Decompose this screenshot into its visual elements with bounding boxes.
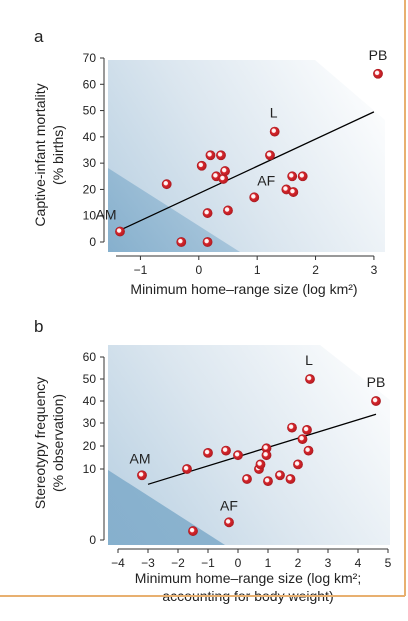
panel-b-shaded-triangle	[108, 470, 225, 545]
panel-b-axes: 0 10 20 30 40 50 60 −4 −3 −2 −1 0 1 2 3 4 5	[83, 350, 392, 570]
panel-b-data-point	[242, 474, 252, 484]
panel-a-x-tick-label: 3	[371, 263, 378, 277]
panel-a-data-point	[202, 237, 213, 247]
panel-b-data-point	[305, 374, 315, 384]
panel-a-data-point	[161, 179, 172, 190]
panel-a-data-point	[220, 166, 230, 176]
panel-b-y-tick-label: 30	[83, 416, 97, 430]
panel-b-x-tick-label: 0	[235, 556, 242, 570]
panel-a-shaded-triangle	[108, 168, 240, 252]
panel-a-x-tick-label: −1	[134, 263, 148, 277]
panel-b-x-tick-label: −3	[141, 556, 155, 570]
panel-a-y-tick-label: 30	[83, 156, 97, 170]
panel-a-y-tick-label: 50	[83, 104, 97, 118]
panel-b-x-tick-label: −2	[171, 556, 185, 570]
panel-b-x-tick-label: 2	[295, 556, 302, 570]
panel-a-regression-line	[119, 111, 375, 231]
panel-b-data-point	[233, 450, 243, 461]
panel-a-data-point	[287, 171, 298, 182]
panel-a-x-tick-label: 2	[312, 263, 319, 277]
panel-a-y-tick-label: 0	[89, 235, 96, 249]
panel-b-marks: AM AF L PB	[130, 352, 386, 536]
panel-b-y-axis-subtitle: (% observation)	[50, 394, 66, 492]
panel-b-data-point	[255, 459, 266, 470]
panel-a-data-point	[115, 226, 125, 237]
panel-b-data-point	[221, 445, 231, 456]
panel-a-x-tick-label: 0	[195, 263, 202, 277]
panel-b-x-tick-label: 5	[385, 556, 392, 570]
panel-b-data-point	[287, 422, 297, 433]
panel-b-point-label: PB	[367, 374, 386, 390]
frame-right-border	[404, 0, 406, 596]
panel-a-data-point	[269, 126, 280, 137]
panel-b-letter: b	[34, 317, 43, 336]
panel-b-data-point	[303, 445, 314, 456]
panel-b-y-tick-label: 20	[83, 439, 97, 453]
panel-a-data-point	[223, 205, 233, 216]
panel-b-point-label: AF	[220, 497, 238, 513]
panel-b-y-tick-label: 50	[83, 372, 97, 386]
panel-a-point-label: L	[270, 105, 278, 121]
panel-b-point-label: L	[305, 352, 313, 368]
panel-a-point-label: PB	[369, 47, 388, 63]
panel-b-x-axis-title-line1: Minimum home–range size (log km²;	[135, 570, 361, 586]
panel-b-x-tick-label: 4	[355, 556, 362, 570]
panel-b-y-tick-label: 60	[83, 350, 97, 364]
panel-b-data-point	[137, 470, 147, 481]
panel-b-data-point	[302, 424, 312, 435]
panel-a-point-label: AF	[257, 172, 275, 188]
panel-b-data-point	[275, 470, 285, 481]
panel-b-data-point	[263, 476, 273, 487]
panel-a-y-tick-label: 70	[83, 51, 97, 65]
panel-b-y-tick-label: 40	[83, 394, 97, 408]
panel-b-x-tick-label: 3	[325, 556, 332, 570]
panel-b-data-point	[371, 396, 381, 406]
panel-a-data-point	[249, 192, 260, 203]
panel-b-data-point	[188, 526, 198, 536]
frame-bottom-border	[0, 595, 405, 597]
panel-a-data-point	[265, 150, 275, 161]
panel-a-data-point	[297, 171, 308, 182]
panel-a-y-tick-label: 10	[83, 209, 97, 223]
panel-a-y-axis-title: Captive-infant mortality	[32, 83, 48, 226]
panel-b-x-tick-label: −1	[201, 556, 215, 570]
panel-b-y-tick-label: 0	[89, 533, 96, 547]
panel-a-letter: a	[34, 27, 44, 46]
panel-a-point-label: AM	[96, 206, 117, 222]
panel-a-axes: 0 10 20 30 40 50 60 70 −1 0 1 2 3	[83, 51, 378, 277]
panel-b-data-point	[293, 459, 303, 470]
panel-b-x-tick-label: −4	[111, 556, 125, 570]
panel-b-y-tick-label: 10	[83, 462, 97, 476]
panel-a-y-tick-label: 40	[83, 130, 97, 144]
panel-a-y-tick-label: 20	[83, 182, 97, 196]
panel-a-marks: AM AF L PB	[96, 47, 388, 247]
panel-a-data-point	[373, 68, 383, 79]
panel-b-data-point	[224, 517, 234, 528]
panel-a-x-axis-title: Minimum home–range size (log km²)	[130, 281, 357, 297]
panel-b-x-tick-label: 1	[265, 556, 272, 570]
panel-a-data-point	[202, 208, 213, 218]
panel-a-y-tick-label: 60	[83, 77, 97, 91]
panel-a-data-point	[288, 187, 299, 197]
panel-a-y-axis-subtitle: (% births)	[50, 125, 66, 185]
panel-b-data-point	[182, 464, 192, 474]
panel-b-data-point	[297, 434, 308, 444]
panel-b-data-point	[285, 474, 296, 484]
panel-a-data-point	[196, 160, 207, 171]
panel-b-y-axis-title: Stereotypy frequency	[32, 377, 48, 509]
panel-a-data-point	[216, 150, 226, 161]
panel-a-x-tick-label: 1	[254, 263, 261, 277]
panel-a-data-point	[176, 237, 187, 247]
panel-b-point-label: AM	[130, 450, 151, 466]
panel-b-data-point	[261, 450, 272, 461]
panel-b-background	[108, 345, 390, 545]
panel-a-data-point	[205, 150, 216, 161]
panel-b-data-point	[203, 447, 213, 458]
